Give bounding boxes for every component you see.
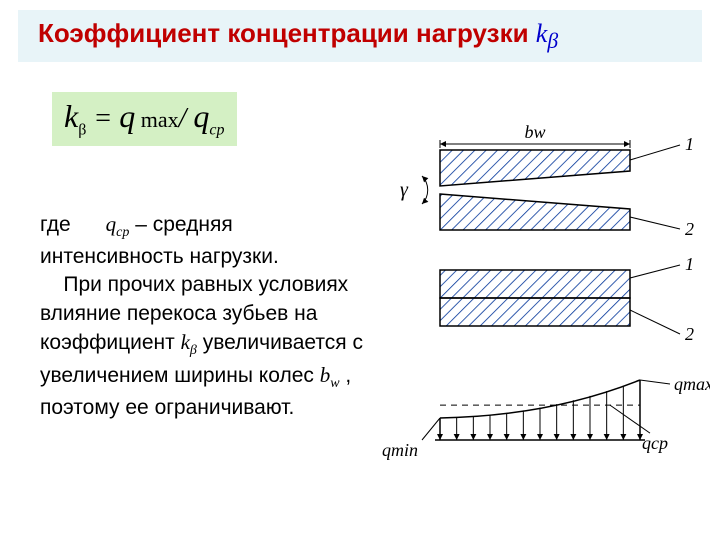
title-text: Коэффициент концентрации нагрузки [38, 18, 536, 48]
svg-text:γ: γ [400, 179, 409, 201]
svg-text:2: 2 [685, 324, 694, 344]
page-title: Коэффициент концентрации нагрузки kβ [38, 18, 558, 48]
svg-text:bw: bw [524, 122, 545, 142]
title-var: kβ [536, 19, 558, 48]
var-qcp: qср [106, 212, 130, 236]
diagram-svg: bw γ 1 2 1 2 qmin qmax qср [380, 120, 710, 500]
svg-text:2: 2 [685, 219, 694, 239]
svg-text:1: 1 [685, 134, 694, 154]
body-paragraph: где qср – средняя интенсивность нагрузки… [40, 210, 370, 423]
var-kbeta: kβ [181, 330, 197, 354]
svg-text:qmax: qmax [674, 374, 710, 394]
svg-text:1: 1 [685, 254, 694, 274]
formula-box: kβ = q max/ qср [52, 92, 237, 145]
formula-qcp: qср [193, 98, 224, 134]
svg-text:qср: qср [642, 433, 668, 453]
formula-lhs: kβ [64, 98, 86, 134]
title-band: Коэффициент концентрации нагрузки kβ [18, 10, 702, 62]
svg-text:qmin: qmin [382, 440, 418, 460]
var-bw: bw [320, 363, 340, 387]
